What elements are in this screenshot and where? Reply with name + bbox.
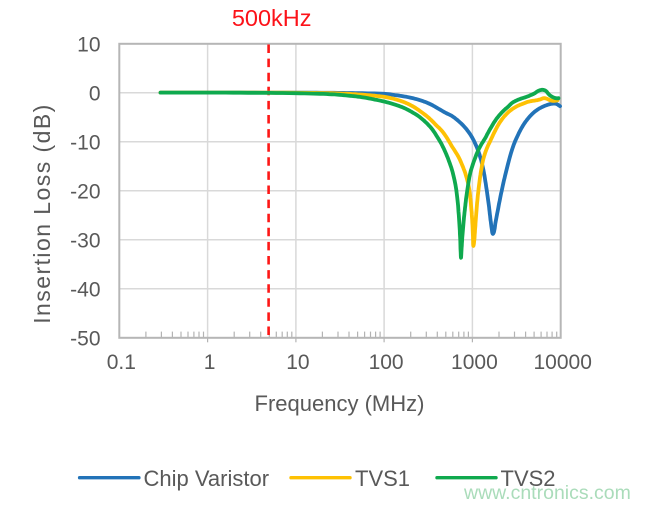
svg-text:10: 10 (286, 351, 309, 374)
svg-text:TVS1: TVS1 (355, 466, 410, 491)
svg-text:0: 0 (89, 82, 101, 105)
svg-text:500kHz: 500kHz (232, 5, 312, 31)
svg-text:Frequency (MHz): Frequency (MHz) (255, 391, 425, 416)
svg-text:-40: -40 (70, 278, 100, 301)
svg-text:10: 10 (77, 33, 100, 56)
svg-text:1000: 1000 (451, 351, 498, 374)
svg-text:TVS2: TVS2 (501, 466, 556, 491)
svg-text:Insertion Loss (dB): Insertion Loss (dB) (29, 103, 55, 324)
svg-text:-10: -10 (70, 131, 100, 154)
svg-text:-30: -30 (70, 229, 100, 252)
svg-text:10000: 10000 (533, 351, 591, 374)
svg-text:100: 100 (369, 351, 404, 374)
svg-text:www.cntronics.com: www.cntronics.com (463, 482, 631, 504)
svg-text:Chip Varistor: Chip Varistor (144, 466, 270, 491)
svg-text:-50: -50 (70, 327, 100, 350)
svg-text:-20: -20 (70, 180, 100, 203)
svg-text:1: 1 (204, 351, 216, 374)
svg-text:0.1: 0.1 (107, 351, 136, 374)
